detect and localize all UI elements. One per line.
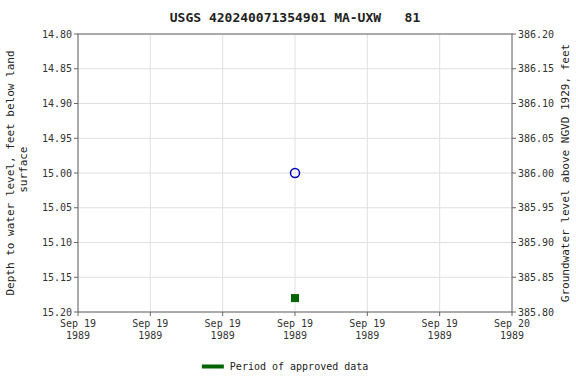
text-line: 1989	[283, 330, 307, 341]
tick-mark	[74, 207, 78, 208]
tick-label: 385.85	[518, 272, 554, 283]
tick-label: 15.10	[42, 237, 72, 248]
text-line: 1989	[66, 330, 90, 341]
tick-mark	[512, 173, 516, 174]
text-line: Groundwater level above NGVD 1929, feet	[559, 44, 572, 302]
tick-label: 386.05	[518, 133, 554, 144]
tick-label: 386.20	[518, 29, 554, 40]
text-line: 1989	[500, 330, 524, 341]
grid-line	[222, 34, 223, 312]
tick-label: 14.90	[42, 98, 72, 109]
text-line: Sep 19	[277, 318, 313, 329]
tick-label: Sep 191989	[132, 318, 168, 341]
grid-line	[150, 34, 151, 312]
tick-mark	[512, 312, 516, 313]
tick-label: 14.85	[42, 63, 72, 74]
text-line: Sep 19	[60, 318, 96, 329]
tick-label: 386.00	[518, 168, 554, 179]
plot-frame	[78, 34, 512, 312]
chart: USGS 420240071354901 MA-UXW 81 14.80 14.85…	[0, 0, 576, 384]
tick-mark	[74, 242, 78, 243]
grid-line	[439, 34, 440, 312]
tick-label: 15.05	[42, 202, 72, 213]
tick-mark	[295, 312, 296, 316]
axis-label: Depth to water level, feet below land su…	[4, 50, 30, 295]
legend-label: Period of approved data	[230, 361, 368, 372]
tick-mark	[512, 277, 516, 278]
tick-mark	[512, 207, 516, 208]
marks	[291, 169, 300, 302]
tick-mark	[222, 312, 223, 316]
legend: Period of approved data	[202, 361, 368, 372]
tick-mark	[512, 312, 513, 316]
tick-mark	[512, 103, 516, 104]
tick-mark	[367, 312, 368, 316]
tick-label: 385.95	[518, 202, 554, 213]
text-line: Sep 19	[349, 318, 385, 329]
text-line: surface	[17, 147, 30, 200]
tick-mark	[74, 277, 78, 278]
tick-mark	[512, 138, 516, 139]
grid-line	[367, 34, 368, 312]
tick-mark	[439, 312, 440, 316]
tick-mark	[74, 138, 78, 139]
point	[292, 295, 299, 302]
tick-label: 15.00	[42, 168, 72, 179]
tick-mark	[74, 173, 78, 174]
text-line: Depth to water level, feet below land	[4, 50, 17, 295]
tick-mark	[512, 34, 516, 35]
tick-label: 386.15	[518, 63, 554, 74]
tick-mark	[74, 312, 78, 313]
tick-label: 385.80	[518, 307, 554, 318]
grid-line	[295, 34, 296, 312]
tick-mark	[78, 312, 79, 316]
tick-label: 14.95	[42, 133, 72, 144]
tick-label: Sep 191989	[205, 318, 241, 341]
tick-mark	[74, 68, 78, 69]
title: USGS 420240071354901 MA-UXW 81	[170, 10, 421, 25]
point	[291, 169, 300, 178]
tick-label: Sep 191989	[60, 318, 96, 341]
axes: 14.80 14.85 14.90 14.95 15.00 15.05 15.10 15.15…	[42, 29, 554, 342]
tick-label: Sep 191989	[422, 318, 458, 341]
legend-swatch	[202, 365, 224, 369]
tick-mark	[512, 242, 516, 243]
grid	[78, 34, 512, 312]
tick-mark	[512, 68, 516, 69]
text-line: Sep 20	[494, 318, 530, 329]
text-line: Sep 19	[205, 318, 241, 329]
tick-mark	[74, 34, 78, 35]
text-line: Sep 19	[132, 318, 168, 329]
tick-label: Sep 201989	[494, 318, 530, 341]
tick-label: 386.10	[518, 98, 554, 109]
tick-mark	[74, 103, 78, 104]
text-line: 1989	[211, 330, 235, 341]
axis-label: Groundwater level above NGVD 1929, feet	[559, 44, 572, 302]
tick-mark	[150, 312, 151, 316]
text-line: 1989	[138, 330, 162, 341]
tick-label: 15.20	[42, 307, 72, 318]
tick-label: Sep 191989	[349, 318, 385, 341]
text-line: 1989	[355, 330, 379, 341]
tick-label: Sep 191989	[277, 318, 313, 341]
tick-label: 14.80	[42, 29, 72, 40]
tick-label: 15.15	[42, 272, 72, 283]
tick-label: 385.90	[518, 237, 554, 248]
text-line: 1989	[428, 330, 452, 341]
text-line: Sep 19	[422, 318, 458, 329]
